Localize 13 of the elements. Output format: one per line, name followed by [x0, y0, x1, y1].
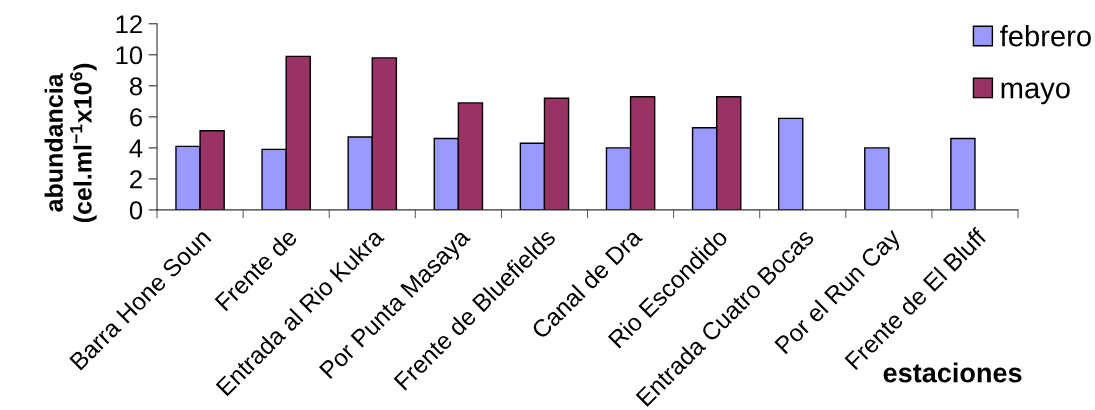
y-tick-label: 4 — [129, 139, 143, 158]
bar — [950, 137, 976, 210]
bar — [864, 147, 890, 210]
legend-label: mayo — [1001, 82, 1070, 105]
legend-label: febrero — [1000, 25, 1091, 47]
y-tick-label: 2 — [130, 170, 142, 189]
y-tick-label: 8 — [129, 77, 143, 96]
y-tick-label: 12 — [116, 15, 142, 34]
bar — [777, 117, 804, 210]
y-tick-label: 0 — [129, 201, 143, 220]
y-axis-title: abundancia (cel.ml$^{−1}$x10$^{6}$) — [44, 63, 97, 223]
y-tick-label: 10 — [116, 46, 143, 65]
y-tick-label: 6 — [130, 108, 143, 127]
